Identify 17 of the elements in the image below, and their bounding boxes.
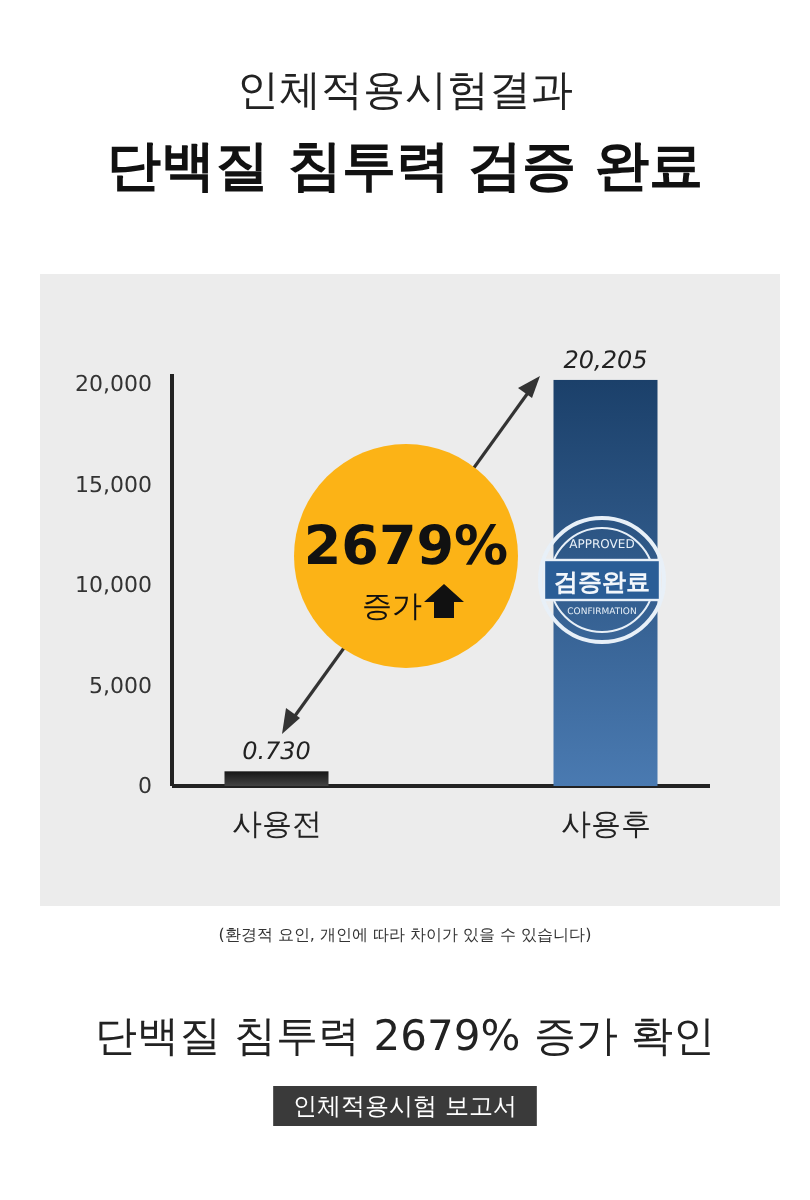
ytick: 0: [138, 773, 152, 799]
annotation: (환경적 요인, 개인에 따라 차이가 있을 수 있습니다): [218, 926, 592, 944]
annotation: 증가: [362, 588, 422, 624]
xtick: 사용후: [560, 806, 651, 842]
annotation: 단백질 침투력 2679% 증가 확인: [94, 1012, 716, 1060]
ytick: 10,000: [75, 572, 152, 598]
value-label: 20,205: [563, 345, 648, 374]
ytick: 20,000: [75, 371, 152, 398]
ytick: 15,000: [75, 471, 152, 498]
subtitle: 인체적용시험결과: [237, 66, 573, 114]
annotation: 인체적용시험 보고서: [293, 1092, 517, 1120]
xtick: 사용전: [231, 806, 322, 842]
annotation: 0.730: [242, 737, 311, 766]
title: 단백질 침투력 검증 완료: [106, 136, 704, 198]
annotation: 검증완료: [554, 568, 650, 596]
annotation: 2679%: [303, 516, 509, 578]
ytick: 5,000: [89, 672, 152, 699]
